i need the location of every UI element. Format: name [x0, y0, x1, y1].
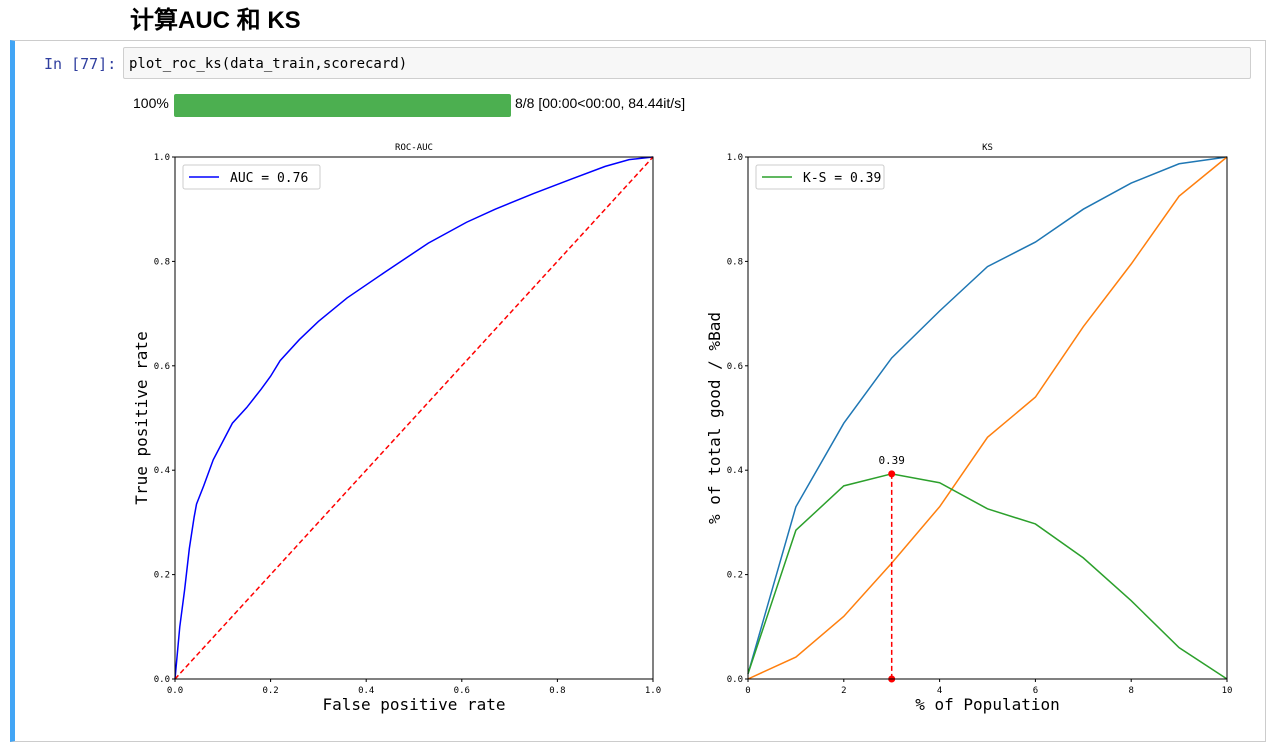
x-tick-label: 0.4 — [358, 686, 374, 696]
y-tick-label: 0.8 — [727, 257, 743, 267]
y-tick-label: 0.0 — [727, 675, 743, 685]
y-tick-label: 0.8 — [154, 257, 170, 267]
x-tick-label: 10 — [1222, 686, 1233, 696]
progress-status: 8/8 [00:00<00:00, 84.44it/s] — [515, 95, 686, 111]
x-tick-label: 0.0 — [167, 686, 183, 696]
x-tick-label: 8 — [1128, 686, 1133, 696]
plot-frame — [174, 156, 654, 680]
x-tick-label: 0.8 — [549, 686, 565, 696]
section-heading: 计算AUC 和 KS — [130, 7, 301, 34]
legend — [755, 164, 885, 190]
plot-frame — [747, 156, 1228, 680]
x-axis-label: % of Population — [915, 695, 1060, 714]
series-line-0 — [747, 156, 1228, 674]
y-tick-label: 1.0 — [154, 153, 170, 163]
progress-percent: 100% — [133, 95, 169, 111]
chart-title: ROC-AUC — [395, 143, 433, 153]
legend-label: K-S = 0.39 — [803, 171, 881, 186]
x-tick-label: 6 — [1033, 686, 1038, 696]
series-line-1 — [174, 156, 654, 680]
y-tick-label: 0.2 — [154, 571, 170, 581]
progress-bar — [174, 94, 511, 117]
series-line-2 — [747, 473, 1228, 680]
x-tick-label: 1.0 — [645, 686, 661, 696]
y-tick-label: 1.0 — [727, 153, 743, 163]
legend — [182, 164, 321, 190]
code-input[interactable]: plot_roc_ks(data_train,scorecard) — [123, 47, 1251, 79]
ks-point — [888, 470, 896, 478]
y-tick-label: 0.6 — [154, 362, 170, 372]
y-tick-label: 0.0 — [154, 675, 170, 685]
x-tick-label: 0.2 — [262, 686, 278, 696]
plots: ROC-AUC 0.0 0.2 0.4 0.6 0.8 1.0 0.0 0.2 0.4 0.6 0.8… — [132, 143, 1233, 714]
x-tick-label: 0 — [745, 686, 750, 696]
x-tick-label: 0.6 — [454, 686, 470, 696]
x-tick-label: 2 — [841, 686, 846, 696]
y-tick-label: 0.2 — [727, 571, 743, 581]
y-tick-label: 0.4 — [727, 466, 743, 476]
cell-prompt: In [77]: — [44, 55, 117, 73]
x-axis-label: False positive rate — [322, 695, 505, 714]
series-line-0 — [174, 156, 654, 680]
y-axis-label: True positive rate — [132, 331, 151, 504]
y-tick-label: 0.6 — [727, 362, 743, 372]
x-tick-label: 4 — [937, 686, 942, 696]
series-line-1 — [747, 156, 1228, 680]
ks-annotation: 0.39 — [878, 454, 905, 467]
chart-title: KS — [982, 143, 993, 153]
y-tick-label: 0.4 — [154, 466, 170, 476]
y-axis-label: % of total good / %Bad — [705, 312, 724, 524]
legend-label: AUC = 0.76 — [230, 171, 308, 186]
